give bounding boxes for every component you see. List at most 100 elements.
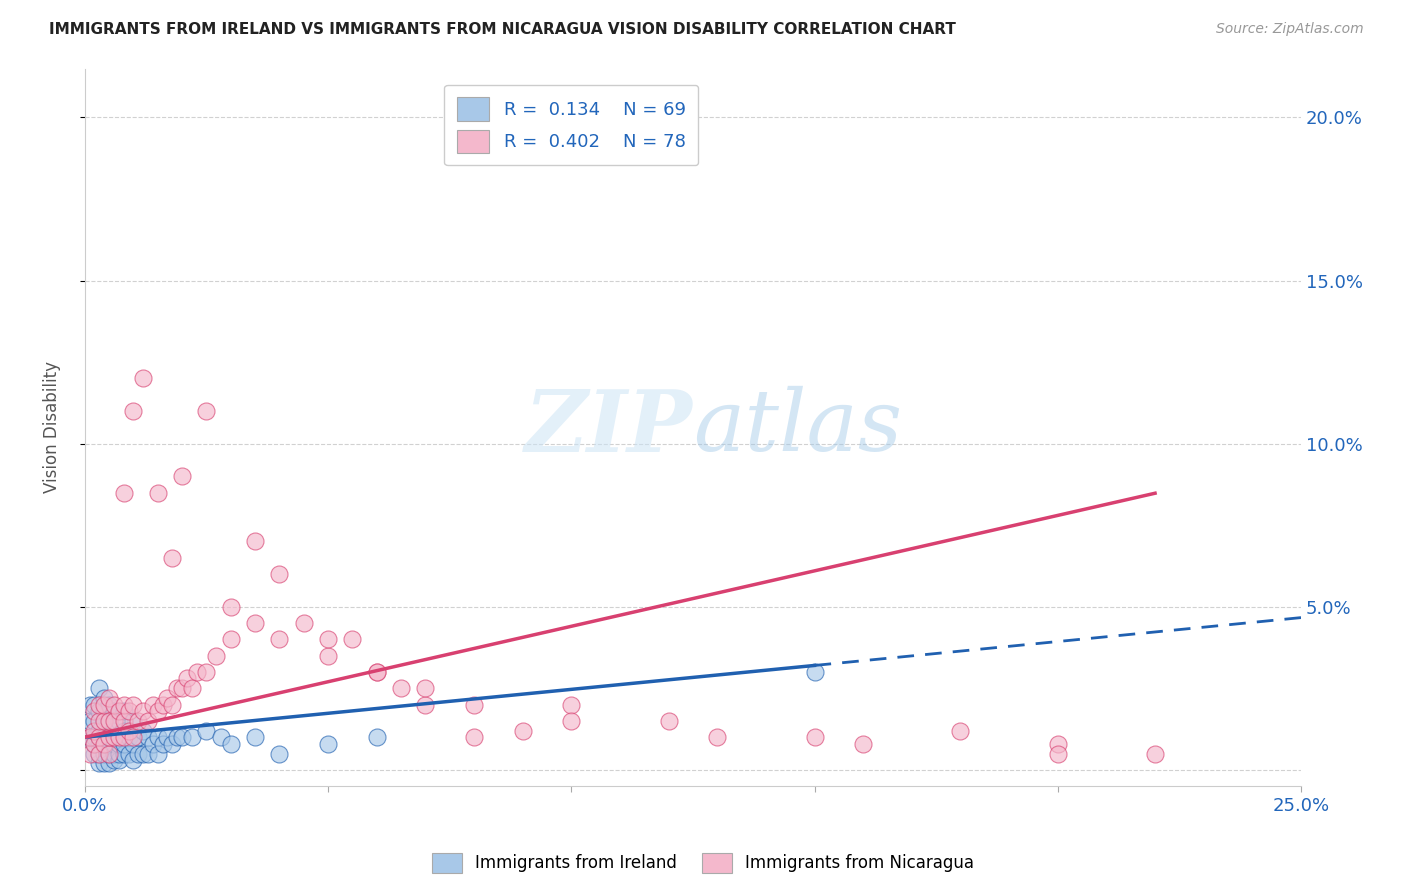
Point [89, 730, 111, 744]
Point [83, 730, 105, 744]
Point [292, 615, 315, 630]
Point [127, 730, 149, 744]
Point [142, 698, 165, 712]
Point [146, 730, 169, 744]
Point [166, 681, 188, 696]
Point [98, 714, 121, 728]
Point [98, 730, 121, 744]
Point [122, 404, 145, 418]
Point [107, 704, 129, 718]
Point [89, 747, 111, 761]
Point [83, 704, 105, 718]
Point [803, 730, 825, 744]
Point [560, 698, 582, 712]
Point [107, 747, 129, 761]
Point [132, 704, 155, 718]
Point [107, 753, 129, 767]
Point [186, 665, 208, 679]
Point [93, 704, 115, 718]
Point [146, 704, 169, 718]
Point [122, 737, 145, 751]
Point [122, 753, 145, 767]
Point [89, 756, 111, 771]
Point [146, 485, 169, 500]
Point [89, 714, 111, 728]
Point [103, 714, 125, 728]
Point [176, 672, 198, 686]
Point [269, 632, 291, 647]
Point [83, 723, 105, 738]
Point [209, 730, 232, 744]
Point [156, 691, 179, 706]
Point [93, 714, 115, 728]
Point [127, 747, 149, 761]
Point [180, 681, 202, 696]
Point [1046, 747, 1069, 761]
Point [103, 747, 125, 761]
Point [156, 730, 179, 744]
Point [98, 714, 121, 728]
Point [243, 730, 266, 744]
Point [103, 737, 125, 751]
Point [142, 737, 165, 751]
Point [413, 698, 436, 712]
Point [162, 550, 184, 565]
Legend: Immigrants from Ireland, Immigrants from Nicaragua: Immigrants from Ireland, Immigrants from… [425, 847, 981, 880]
Point [89, 704, 111, 718]
Point [83, 698, 105, 712]
Point [136, 747, 159, 761]
Point [949, 723, 972, 738]
Point [243, 615, 266, 630]
Point [98, 698, 121, 712]
Point [117, 730, 139, 744]
Point [107, 714, 129, 728]
Point [107, 730, 129, 744]
Point [170, 681, 193, 696]
Point [1144, 747, 1167, 761]
Point [706, 730, 728, 744]
Point [89, 698, 111, 712]
Point [98, 747, 121, 761]
Point [162, 737, 184, 751]
Point [98, 730, 121, 744]
Point [93, 730, 115, 744]
Point [316, 737, 339, 751]
Point [83, 737, 105, 751]
Point [112, 698, 135, 712]
Text: Source: ZipAtlas.com: Source: ZipAtlas.com [1216, 22, 1364, 37]
Point [463, 730, 485, 744]
Point [103, 698, 125, 712]
Point [103, 723, 125, 738]
Point [79, 714, 101, 728]
Point [122, 698, 145, 712]
Point [132, 371, 155, 385]
Point [83, 714, 105, 728]
Point [166, 730, 188, 744]
Point [180, 730, 202, 744]
Point [463, 698, 485, 712]
Text: ZIP: ZIP [524, 385, 693, 469]
Point [103, 753, 125, 767]
Point [79, 730, 101, 744]
Point [205, 648, 228, 663]
Point [89, 730, 111, 744]
Point [89, 681, 111, 696]
Point [98, 737, 121, 751]
Point [342, 632, 364, 647]
Point [146, 747, 169, 761]
Point [560, 714, 582, 728]
Point [657, 714, 679, 728]
Point [219, 737, 242, 751]
Point [112, 737, 135, 751]
Point [122, 730, 145, 744]
Point [195, 665, 218, 679]
Point [316, 648, 339, 663]
Point [98, 756, 121, 771]
Point [269, 747, 291, 761]
Point [93, 747, 115, 761]
Point [269, 567, 291, 582]
Point [389, 681, 412, 696]
Text: IMMIGRANTS FROM IRELAND VS IMMIGRANTS FROM NICARAGUA VISION DISABILITY CORRELATI: IMMIGRANTS FROM IRELAND VS IMMIGRANTS FR… [49, 22, 956, 37]
Legend: R =  0.134    N = 69, R =  0.402    N = 78: R = 0.134 N = 69, R = 0.402 N = 78 [444, 85, 699, 165]
Point [219, 599, 242, 614]
